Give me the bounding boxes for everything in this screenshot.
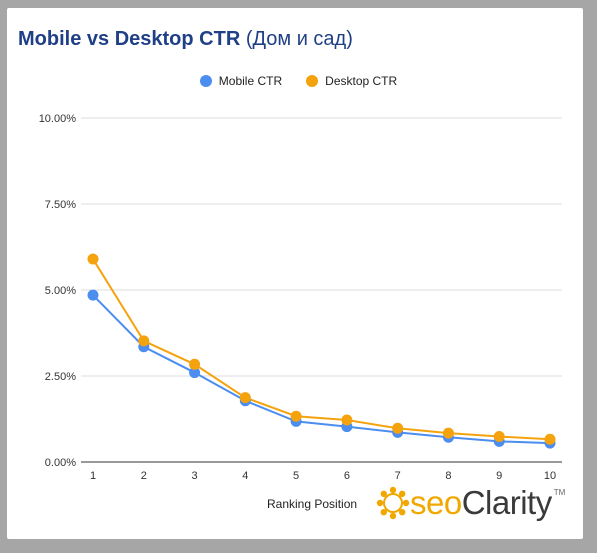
data-point-mobile-ctr[interactable] [87,289,99,301]
data-point-desktop-ctr[interactable] [442,427,454,439]
series-line-desktop-ctr [92,258,551,441]
data-point-desktop-ctr[interactable] [138,335,150,347]
legend-marker-desktop-icon [306,75,319,87]
y-tick-labels: 0.00% 2.50% 5.00% 7.50% 10.00% [39,113,77,469]
data-point-desktop-ctr[interactable] [493,431,505,443]
legend-item-mobile[interactable]: Mobile CTR [199,74,283,88]
legend-label-mobile: Mobile CTR [218,74,283,88]
y-tick-label: 0.00% [45,457,76,469]
legend-item-desktop[interactable]: Desktop CTR [306,74,397,88]
x-tick-label: 8 [445,470,451,482]
sun-logo-icon [376,486,410,520]
data-point-desktop-ctr[interactable] [239,392,251,404]
data-point-mobile-ctr[interactable] [189,367,201,379]
x-tick-label: 3 [191,470,197,482]
x-tick-label: 5 [293,470,299,482]
data-point-desktop-ctr[interactable] [290,410,302,422]
series-line-mobile-ctr [92,294,551,445]
chart-title: Mobile vs Desktop CTR (Дом и сад) [18,28,353,51]
logo-tm-text: TM [553,488,566,497]
x-tick-label: 1 [90,470,96,482]
chart-legend: Mobile CTR Desktop CTR [0,74,597,88]
x-tick-label: 2 [141,470,147,482]
data-point-desktop-ctr[interactable] [544,433,556,445]
x-tick-label: 7 [395,470,401,482]
series-points [87,253,556,449]
grid-lines [81,117,562,463]
x-tick-label: 9 [496,470,502,482]
data-point-desktop-ctr[interactable] [87,253,99,265]
series-lines [92,258,551,445]
y-tick-label: 2.50% [45,371,76,383]
legend-marker-mobile-icon [199,75,212,87]
y-tick-label: 5.00% [45,285,76,297]
x-tick-label: 4 [242,470,248,482]
chart-title-sub: (Дом и сад) [245,28,353,50]
chart-title-main: Mobile vs Desktop CTR [18,28,241,50]
data-point-desktop-ctr[interactable] [189,358,201,370]
seoclarity-logo: seo Clarity TM [376,484,565,522]
y-tick-label: 10.00% [39,113,77,125]
logo-seo-text: seo [410,484,462,521]
data-point-desktop-ctr[interactable] [392,422,404,434]
x-tick-label: 10 [544,470,556,482]
x-tick-label: 6 [344,470,350,482]
data-point-desktop-ctr[interactable] [341,414,353,426]
x-tick-labels: 1 2 3 4 5 6 7 8 9 10 [90,470,556,482]
x-axis-label: Ranking Position [267,497,358,511]
y-tick-label: 7.50% [45,199,76,211]
legend-label-desktop: Desktop CTR [325,74,398,88]
logo-clarity-text: Clarity [461,484,553,521]
